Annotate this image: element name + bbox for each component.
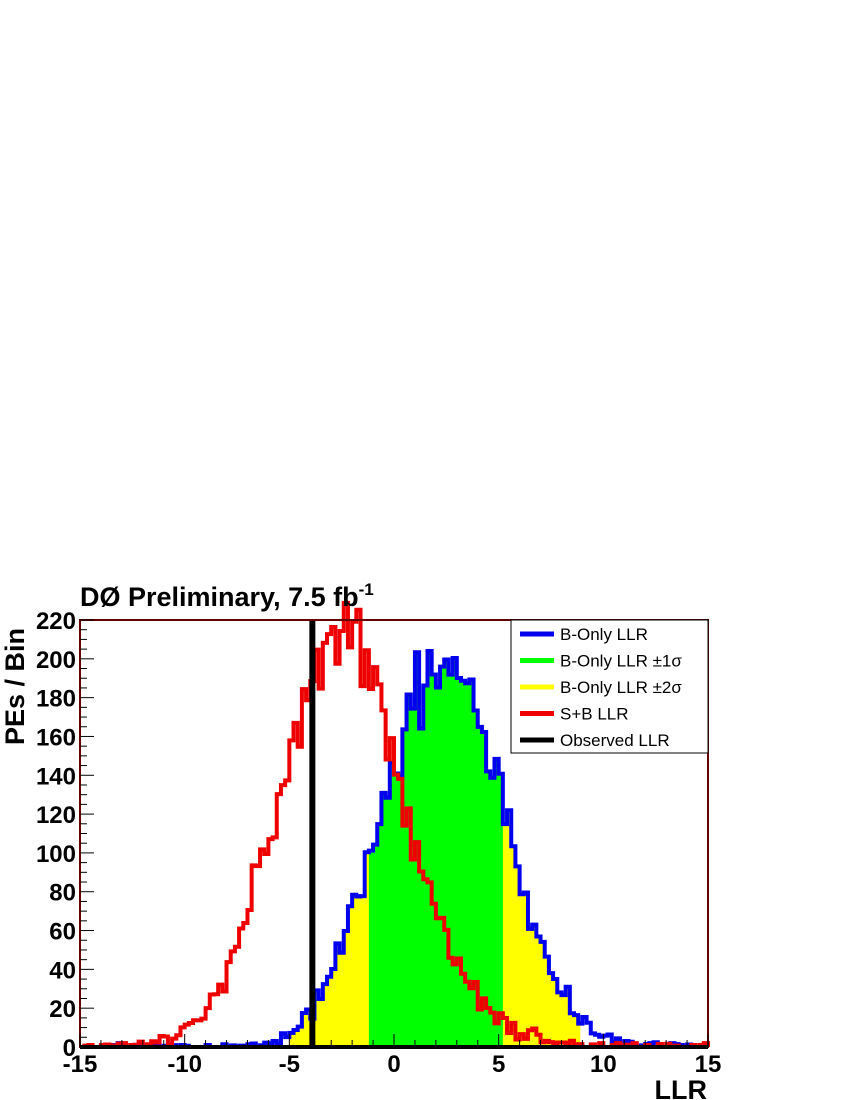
x-tick-label: 10 xyxy=(590,1051,617,1078)
y-tick-label: 60 xyxy=(49,919,76,946)
y-tick-label: 100 xyxy=(36,841,76,868)
one-sigma-band xyxy=(368,651,503,1047)
x-tick-label: 0 xyxy=(387,1051,400,1078)
chart-title-main: DØ Preliminary, 7.5 fb xyxy=(80,582,359,612)
legend-label-b-only: B-Only LLR xyxy=(560,625,648,644)
y-tick-label: 200 xyxy=(36,647,76,674)
legend-label-one-sigma: B-Only LLR ±1σ xyxy=(560,652,682,671)
x-axis-label: LLR xyxy=(655,1075,707,1100)
legend-label-s-plus-b: S+B LLR xyxy=(560,705,629,724)
y-axis-label: PEs / Bin xyxy=(0,628,30,745)
y-tick-label: 40 xyxy=(49,957,76,984)
tick-layer: 0 20 40 60 80 100 120 140 160 180 200 220 -15 -10 -5 0 5… xyxy=(36,608,721,1078)
x-tick-label: -10 xyxy=(167,1051,202,1078)
x-tick-label: -15 xyxy=(63,1051,98,1078)
y-tick-label: 120 xyxy=(36,802,76,829)
chart-title-superscript: -1 xyxy=(359,580,374,599)
y-tick-label: 220 xyxy=(36,608,76,635)
legend: B-Only LLR B-Only LLR ±1σ B-Only LLR ±2σ S+… xyxy=(510,619,709,754)
x-tick-label: 5 xyxy=(492,1051,505,1078)
y-tick-label: 140 xyxy=(36,763,76,790)
chart-title: DØ Preliminary, 7.5 fb-1 xyxy=(80,580,374,612)
y-tick-label: 80 xyxy=(49,880,76,907)
x-tick-label: 15 xyxy=(695,1051,722,1078)
legend-label-observed: Observed LLR xyxy=(560,731,670,750)
x-tick-label: -5 xyxy=(279,1051,300,1078)
y-tick-label: 0 xyxy=(63,1035,76,1062)
y-tick-label: 160 xyxy=(36,724,76,751)
y-tick-label: 180 xyxy=(36,686,76,713)
y-tick-label: 20 xyxy=(49,996,76,1023)
legend-label-two-sigma: B-Only LLR ±2σ xyxy=(560,678,682,697)
